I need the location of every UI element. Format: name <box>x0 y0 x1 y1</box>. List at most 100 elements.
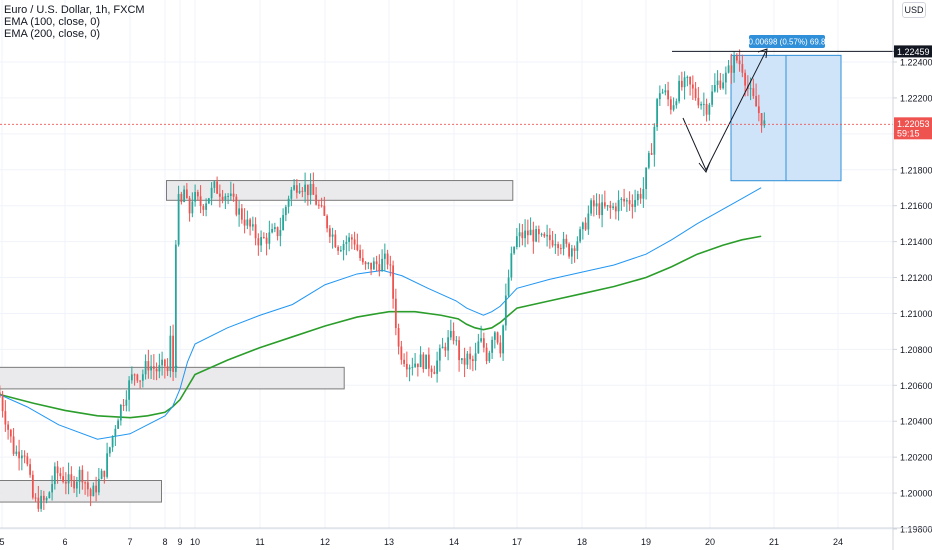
candle-body <box>196 192 199 197</box>
candle-body <box>207 198 210 204</box>
price-axis: 1.19800 1.20000 1.20200 1.20400 1.20600 1.208… <box>892 0 932 550</box>
candle-body <box>227 195 229 197</box>
candle-body <box>251 224 254 227</box>
candle-body <box>78 469 81 482</box>
arrow-head-down <box>698 161 711 173</box>
candle-body <box>653 126 656 155</box>
candle-body <box>513 246 515 254</box>
candle-body <box>240 208 243 220</box>
candle-body <box>551 240 554 246</box>
candle-body <box>433 371 436 374</box>
candle-body <box>383 253 386 259</box>
candle-body <box>719 80 722 89</box>
candle-body <box>9 429 12 437</box>
candle-body <box>510 253 513 278</box>
candle-body <box>23 455 26 457</box>
candle-body <box>581 222 584 230</box>
time-tick-label: 11 <box>255 537 264 547</box>
candle-body <box>334 234 337 248</box>
candle-body <box>568 243 570 257</box>
candle-body <box>463 358 466 365</box>
candle-body <box>155 368 158 372</box>
candle-body <box>488 352 491 362</box>
candle-body <box>458 340 460 361</box>
projection-polyline <box>682 50 767 172</box>
candle-body <box>20 455 23 459</box>
candle-body <box>455 340 458 342</box>
price-tick-label: 1.19800 <box>900 525 932 535</box>
current-price-label: 1.22053 <box>897 119 930 129</box>
currency-button[interactable]: USD <box>902 2 926 18</box>
candle-body <box>166 366 169 372</box>
price-tick-label: 1.20000 <box>900 489 932 499</box>
candle-body <box>447 337 449 351</box>
candle-body <box>279 230 282 237</box>
candle-body <box>482 338 485 348</box>
candle-body <box>573 248 576 251</box>
candle-body <box>397 328 400 347</box>
candle-body <box>392 265 394 299</box>
ema-100-line <box>0 187 762 440</box>
price-tick-label: 1.21600 <box>900 201 932 211</box>
candle-body <box>298 190 301 193</box>
candle-body <box>548 234 551 241</box>
candle-body <box>59 473 62 477</box>
candle-body <box>56 466 59 474</box>
candle-body <box>686 76 689 78</box>
candle-body <box>587 213 590 230</box>
candle-body <box>100 470 103 479</box>
candle-body <box>562 238 565 249</box>
candle-body <box>601 202 603 216</box>
candle-body <box>188 198 191 214</box>
candle-body <box>661 92 664 94</box>
candle-body <box>326 215 328 229</box>
candle-body <box>12 436 15 454</box>
price-tick-label: 1.22200 <box>900 93 932 103</box>
time-tick-label: 18 <box>577 537 587 547</box>
candle-body <box>609 205 612 208</box>
candle-body <box>210 187 213 199</box>
candle-body <box>554 244 557 246</box>
candle-body <box>31 474 34 498</box>
candle-body <box>375 261 378 265</box>
candle-body <box>290 189 293 199</box>
candle-body <box>689 76 691 85</box>
candle-body <box>656 99 658 127</box>
candle-body <box>691 84 694 89</box>
candle-body <box>139 380 141 382</box>
price-tick-label: 1.21800 <box>900 165 932 175</box>
price-tick-label: 1.21400 <box>900 237 932 247</box>
candle-body <box>320 205 323 207</box>
candle-body <box>114 428 117 437</box>
candle-body <box>477 341 480 354</box>
candle-body <box>262 237 265 239</box>
candle-body <box>174 244 177 372</box>
zone-rect <box>0 480 162 503</box>
candle-body <box>716 80 719 86</box>
candle-body <box>331 234 334 237</box>
candle-body <box>697 97 700 106</box>
candle-body <box>26 456 29 465</box>
candle-body <box>282 215 284 231</box>
candle-body <box>342 244 345 251</box>
candle-body <box>315 194 317 205</box>
candle-body <box>130 374 133 381</box>
candle-body <box>194 192 196 202</box>
candle-body <box>603 202 606 207</box>
candle-body <box>238 208 240 215</box>
candle-body <box>386 253 389 265</box>
candle-body <box>755 95 757 107</box>
candle-body <box>672 105 675 110</box>
time-tick-label: 8 <box>162 537 167 547</box>
candle-body <box>667 90 669 100</box>
candle-body <box>249 219 251 227</box>
candle-body <box>724 72 727 83</box>
time-tick-label: 19 <box>641 537 651 547</box>
candle-body <box>221 196 224 200</box>
candle-body <box>625 200 628 202</box>
candle-body <box>265 237 268 244</box>
candle-body <box>515 236 518 247</box>
candle-body <box>752 88 755 96</box>
candle-body <box>235 196 238 215</box>
